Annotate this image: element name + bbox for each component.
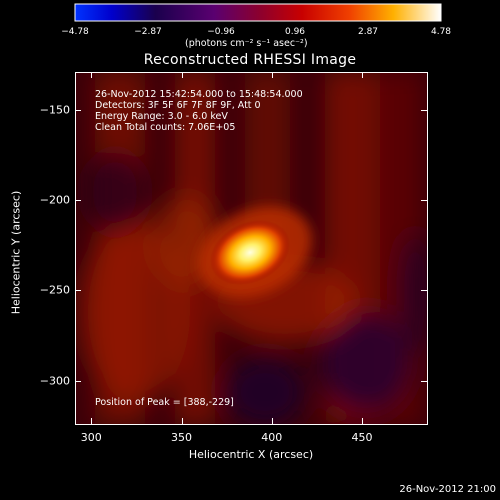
x-tick-mark <box>271 72 273 78</box>
peak-source <box>209 220 291 285</box>
info-clean-counts: Clean Total counts: 7.06E+05 <box>95 122 236 133</box>
info-detectors: Detectors: 3F 5F 6F 7F 8F 9F, Att 0 <box>95 100 261 111</box>
x-tick-mark <box>91 72 93 78</box>
colorbar-tick: −0.96 <box>207 27 235 37</box>
y-tick-mark <box>421 200 427 202</box>
chart-title: Reconstructed RHESSI Image <box>143 52 357 68</box>
colorbar-tick: −2.87 <box>134 27 162 37</box>
y-tick-mark <box>75 109 81 111</box>
x-tick-mark <box>91 418 93 424</box>
colorbar-units: (photons cm⁻² s⁻¹ asec⁻²) <box>185 38 308 49</box>
x-tick-mark <box>362 418 363 424</box>
heatmap-svg <box>75 72 427 424</box>
x-tick-mark <box>271 418 273 424</box>
y-tick-mark <box>75 290 81 292</box>
y-tick-label: −250 <box>39 283 70 297</box>
y-tick-mark <box>421 380 427 382</box>
footer-timestamp: 26-Nov-2012 21:00 <box>399 484 496 495</box>
y-tick-label: −300 <box>39 374 70 388</box>
y-tick-mark <box>421 290 427 292</box>
heatmap-image <box>75 72 427 424</box>
info-energy-range: Energy Range: 3.0 - 6.0 keV <box>95 111 228 122</box>
colorbar-gradient <box>74 3 442 22</box>
y-tick-mark <box>421 109 427 111</box>
colorbar <box>74 3 442 22</box>
x-tick-mark <box>181 418 183 424</box>
x-tick-label: 300 <box>80 431 102 444</box>
colorbar-tick: −4.78 <box>61 27 89 37</box>
x-tick-label: 350 <box>171 431 192 444</box>
colorbar-tick: 2.87 <box>357 27 379 37</box>
colorbar-tick: 0.96 <box>284 27 306 37</box>
info-time-range: 26-Nov-2012 15:42:54.000 to 15:48:54.000 <box>95 89 303 100</box>
y-axis-label: Heliocentric Y (arcsec) <box>9 190 23 315</box>
y-tick-label: −200 <box>39 193 70 207</box>
y-tick-mark <box>75 200 81 202</box>
colorbar-tick: 4.78 <box>430 27 452 37</box>
peak-position-label: Position of Peak = [388,-229] <box>95 397 234 408</box>
x-axis-label: Heliocentric X (arcsec) <box>188 448 314 461</box>
x-tick-label: 400 <box>261 431 283 444</box>
y-tick-mark <box>75 380 81 382</box>
y-tick-label: −150 <box>39 103 70 117</box>
x-tick-mark <box>181 72 183 78</box>
x-tick-mark <box>362 72 363 78</box>
x-tick-label: 450 <box>351 431 373 444</box>
